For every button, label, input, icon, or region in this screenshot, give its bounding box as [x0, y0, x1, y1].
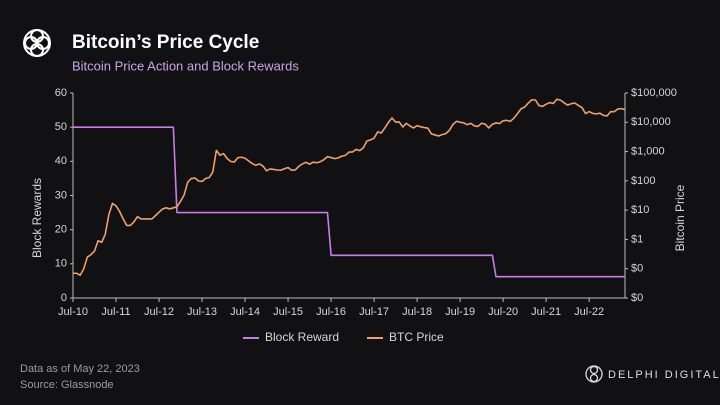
x-tick-label: Jul-18 — [402, 306, 432, 318]
x-tick-label: Jul-19 — [445, 306, 475, 318]
x-tick-label: Jul-16 — [316, 306, 346, 318]
footnote: Data as of May 22, 2023 — [20, 363, 140, 375]
chart-subtitle: Bitcoin Price Action and Block Rewards — [72, 58, 299, 73]
brand: DELPHI DIGITAL — [608, 369, 720, 381]
legend-label: BTC Price — [389, 330, 444, 344]
series-line — [73, 126, 625, 278]
y2-tick-label: $10,000 — [631, 116, 671, 128]
y-tick-label: 50 — [55, 121, 67, 133]
y-tick-label: 20 — [55, 224, 67, 236]
y-tick-label: 40 — [55, 155, 67, 167]
x-tick-label: Jul-13 — [187, 306, 217, 318]
logo — [23, 29, 51, 57]
chart-title: Bitcoin’s Price Cycle — [72, 32, 259, 53]
y2-tick-label: $100,000 — [631, 87, 677, 99]
x-tick-label: Jul-12 — [144, 306, 174, 318]
y2-axis-label: Bitcoin Price — [673, 184, 687, 251]
y-tick-label: 10 — [55, 258, 67, 270]
y-tick-label: 60 — [55, 87, 67, 99]
y2-tick-label: $0 — [631, 292, 643, 304]
y-tick-label: 0 — [61, 292, 67, 304]
y-axis-label: Block Rewards — [30, 178, 44, 258]
x-tick-label: Jul-10 — [58, 306, 88, 318]
y2-tick-label: $0 — [631, 263, 643, 275]
source: Source: Glassnode — [20, 379, 114, 391]
x-tick-label: Jul-14 — [230, 306, 260, 318]
x-tick-label: Jul-22 — [574, 306, 604, 318]
x-tick-label: Jul-20 — [488, 306, 518, 318]
y2-tick-label: $100 — [631, 175, 655, 187]
brand-logo — [585, 365, 603, 383]
legend-label: Block Reward — [265, 330, 339, 344]
x-tick-label: Jul-11 — [101, 306, 130, 318]
y2-tick-label: $1 — [631, 233, 643, 245]
y-tick-label: 30 — [55, 189, 67, 201]
x-tick-label: Jul-17 — [359, 306, 389, 318]
x-tick-label: Jul-15 — [273, 306, 303, 318]
y2-tick-label: $1,000 — [631, 145, 665, 157]
x-tick-label: Jul-21 — [531, 306, 561, 318]
series-line — [73, 98, 626, 277]
y2-tick-label: $10 — [631, 204, 649, 216]
